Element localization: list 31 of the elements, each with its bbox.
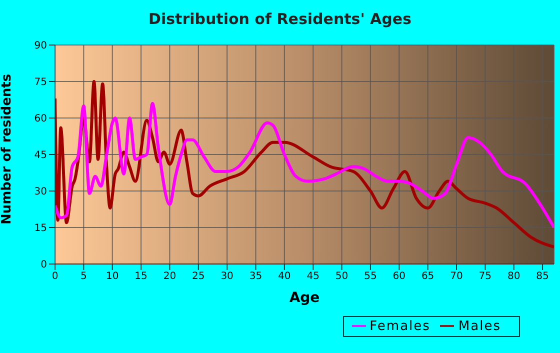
x-tick-label: 60 [392,271,406,282]
x-tick-label: 5 [80,271,87,282]
x-tick-label: 10 [106,271,119,282]
x-axis-title: Age [289,290,320,306]
x-tick-label: 75 [478,271,492,282]
x-tick-label: 25 [192,271,205,282]
y-tick-label: 15 [34,223,47,234]
x-tick-label: 45 [306,271,320,282]
x-tick-label: 40 [278,271,291,282]
x-tick-label: 65 [421,271,434,282]
legend-label: Males [458,319,501,334]
chart-title: Distribution of Residents' Ages [148,10,412,28]
x-tick-label: 20 [163,271,176,282]
x-tick-label: 70 [450,271,463,282]
y-tick-label: 90 [34,40,47,52]
y-tick-label: 60 [34,114,47,125]
x-tick-label: 0 [52,271,58,282]
x-tick-label: 55 [364,271,377,282]
line-series [55,102,554,229]
y-tick-label: 75 [34,77,47,88]
legend-label: Females [370,319,430,334]
x-tick-label: 50 [335,271,348,282]
y-tick-label: 30 [34,186,47,198]
x-tick-label: 15 [134,271,148,282]
x-tick-label: 85 [536,271,549,282]
y-axis-title: Number of residents [0,74,15,224]
x-tick-label: 80 [507,271,520,282]
x-tick-label: 35 [249,271,262,282]
x-tick-label: 30 [220,271,234,282]
y-tick-label: 0 [40,260,47,271]
y-tick-label: 45 [34,150,47,162]
